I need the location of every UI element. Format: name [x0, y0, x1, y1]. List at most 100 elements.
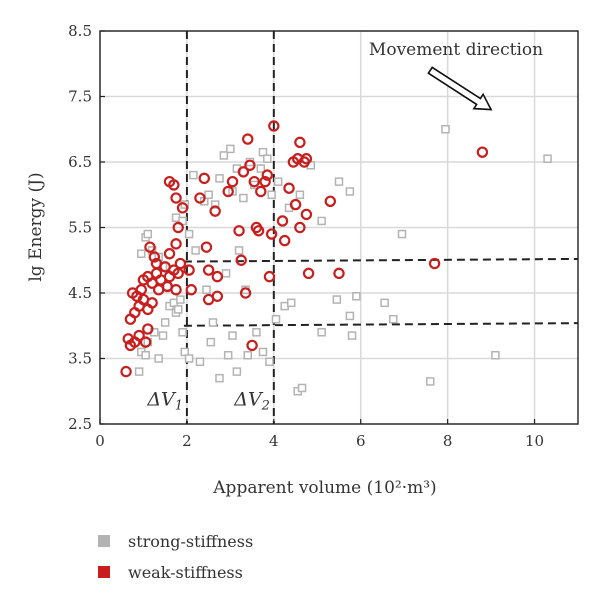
y-tick-label-0: 2.5: [68, 415, 92, 433]
strong-stiffness-point-5: [154, 354, 163, 363]
x-tick-label-1: 2: [182, 432, 192, 450]
weak-stiffness-point-81: [428, 257, 441, 270]
strong-stiffness-point-42: [189, 170, 198, 180]
strong-stiffness-point-24: [252, 328, 261, 337]
weak-stiffness-point-32: [163, 247, 176, 260]
weak-stiffness-point-60: [255, 185, 267, 198]
strong-stiffness-point-26: [265, 357, 274, 367]
weak-stiffness-point-36: [168, 179, 180, 191]
weak-stiffness-point-64: [268, 120, 280, 132]
strong-stiffness-point-58: [267, 190, 276, 199]
legend: strong-stiffness weak-stiffness: [98, 532, 253, 582]
weak-stiffness-point-28: [174, 257, 187, 270]
weak-stiffness-point-77: [300, 208, 313, 221]
x-axis-title: Apparent volume (10²·m³): [212, 478, 436, 498]
y-tick-label-5: 7.5: [68, 88, 92, 106]
strong-stiffness-point-74: [426, 377, 435, 386]
weak-stiffness-point-29: [150, 257, 163, 270]
legend-label-weak-stiffness: weak-stiffness: [128, 563, 243, 582]
legend-label-strong-stiffness: strong-stiffness: [128, 532, 253, 551]
strong-stiffness-point-72: [380, 298, 389, 308]
weak-stiffness-point-57: [248, 175, 260, 188]
strong-stiffness-point-15: [184, 354, 194, 363]
weak-stiffness-point-79: [324, 195, 337, 207]
strong-stiffness-point-31: [137, 249, 146, 258]
horizontal-threshold-line-1: [183, 322, 579, 327]
strong-stiffness-point-14: [180, 347, 189, 357]
y-tick-label-1: 3.5: [68, 350, 92, 368]
strong-stiffness-point-56: [258, 147, 268, 157]
weak-stiffness-point-62: [261, 169, 273, 181]
threshold-labels: ΔV1 ΔV2: [145, 387, 272, 415]
movement-direction-arrow: [427, 66, 493, 111]
weak-stiffness-point-41: [194, 192, 206, 204]
movement-direction-label: Movement direction: [369, 40, 543, 60]
strong-stiffness-point-66: [397, 229, 407, 239]
strong-stiffness-point-61: [295, 190, 305, 199]
weak-stiffness-point-63: [265, 228, 278, 240]
weak-stiffness-point-66: [246, 339, 258, 352]
y-tick-label-3: 5.5: [68, 219, 92, 237]
strong-stiffness-point-27: [271, 314, 281, 324]
threshold-label-0: ΔV1: [146, 389, 183, 414]
x-tick-label-3: 6: [356, 432, 366, 450]
strong-stiffness-point-78: [286, 298, 296, 308]
strong-stiffness-point-37: [163, 282, 172, 291]
weak-stiffness-point-80: [333, 267, 345, 280]
horizontal-threshold-line-0: [183, 257, 579, 263]
weak-stiffness-point-5: [139, 336, 152, 348]
strong-stiffness-point-21: [228, 331, 237, 340]
weak-stiffness-point-59: [252, 225, 265, 237]
weak-stiffness-point-52: [235, 254, 247, 266]
x-tick-label-4: 8: [443, 432, 453, 450]
strong-stiffness-point-11: [173, 305, 183, 314]
strong-stiffness-point-7: [160, 318, 170, 327]
weak-stiffness-point-39: [183, 264, 195, 276]
strong-stiffness-point-76: [491, 350, 500, 360]
weak-stiffness-point-0: [120, 365, 132, 378]
weak-stiffness-point-51: [233, 225, 245, 237]
strong-stiffness-point-20: [223, 350, 233, 360]
strong-stiffness-point-43: [191, 246, 200, 255]
weak-stiffness-points: [120, 120, 489, 378]
strong-stiffness-point-55: [256, 164, 266, 173]
weak-stiffness-point-49: [222, 185, 234, 198]
strong-stiffness-point-52: [239, 193, 248, 203]
strong-stiffness-point-0: [134, 367, 144, 376]
strong-stiffness-point-30: [297, 383, 307, 393]
weak-stiffness-point-56: [244, 159, 256, 171]
strong-stiffness-point-16: [195, 357, 205, 367]
strong-stiffness-point-22: [232, 367, 242, 376]
weak-stiffness-point-37: [170, 192, 182, 204]
strong-stiffness-point-73: [389, 314, 398, 324]
strong-stiffness-point-46: [210, 200, 220, 209]
y-tick-label-2: 4.5: [68, 284, 92, 302]
weak-stiffness-point-40: [185, 284, 197, 296]
strong-stiffness-point-75: [441, 125, 450, 134]
legend-marker-weak-stiffness: [98, 566, 110, 578]
strong-stiffness-point-13: [178, 328, 187, 337]
strong-stiffness-point-47: [215, 174, 224, 183]
weak-stiffness-point-6: [142, 323, 154, 335]
weak-stiffness-point-4: [133, 329, 145, 342]
y-tick-label-4: 6.5: [68, 153, 92, 171]
legend-marker-strong-stiffness: [98, 535, 110, 547]
weak-stiffness-point-50: [226, 175, 239, 188]
x-tick-label-2: 4: [269, 432, 279, 450]
strong-stiffness-point-17: [206, 337, 216, 347]
strong-stiffness-point-45: [204, 190, 213, 199]
strong-stiffness-point-77: [543, 154, 552, 163]
strong-stiffness-point-64: [334, 177, 344, 186]
strong-stiffness-point-63: [317, 216, 326, 226]
strong-stiffness-point-41: [184, 229, 194, 239]
strong-stiffness-point-49: [226, 144, 235, 154]
weak-stiffness-point-55: [242, 133, 254, 145]
weak-stiffness-point-47: [211, 290, 224, 302]
weak-stiffness-point-43: [200, 241, 213, 253]
strong-stiffness-point-48: [219, 151, 229, 160]
weak-stiffness-point-82: [476, 146, 489, 158]
strong-stiffness-points: [134, 125, 552, 396]
axis-ticks: 0 2 4 6 8 10 2.5 3.5 4.5 5.5 6.5 7.5 8.5: [68, 22, 544, 450]
weak-stiffness-point-78: [302, 267, 315, 280]
